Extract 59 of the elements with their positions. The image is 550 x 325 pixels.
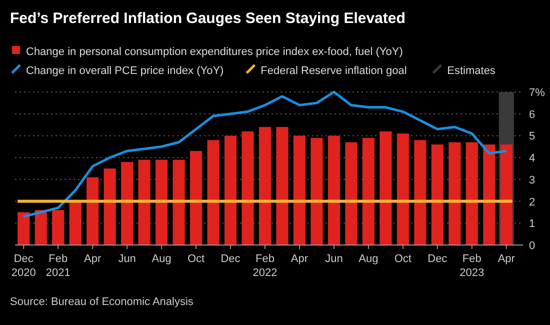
x-tick-label: Oct xyxy=(394,253,412,265)
bar xyxy=(18,212,30,245)
bar xyxy=(345,142,358,245)
bar xyxy=(104,168,116,245)
legend-label: Change in personal consumption expenditures price index ex-food, fuel (YoY) xyxy=(26,46,403,58)
bar xyxy=(258,126,272,245)
y-tick-label: 5 xyxy=(529,130,536,143)
legend-label: Change in overall PCE price index (YoY) xyxy=(26,65,224,77)
x-tick-label: Apr xyxy=(498,253,516,265)
y-tick-label: 4 xyxy=(529,152,536,165)
x-tick-label: Jun xyxy=(118,253,136,265)
bar xyxy=(500,144,512,245)
x-tick-label: Oct xyxy=(187,253,205,265)
x-tick-label: Aug xyxy=(358,253,378,265)
x-tick-label: Feb 2023 xyxy=(460,253,484,279)
bar xyxy=(121,162,134,245)
x-tick-label: Dec xyxy=(220,253,241,265)
bar xyxy=(69,201,82,245)
source-note: Source: Bureau of Economic Analysis xyxy=(10,296,194,308)
y-tick-label: 7% xyxy=(529,87,546,99)
bar xyxy=(414,140,426,245)
bar xyxy=(328,136,340,245)
legend-label: Estimates xyxy=(447,65,496,77)
y-tick-label: 6 xyxy=(529,108,536,121)
bar xyxy=(396,134,409,245)
y-tick-label: 0 xyxy=(529,240,536,252)
x-tick-label: Dec xyxy=(428,253,448,265)
bar xyxy=(242,131,254,245)
bar xyxy=(310,138,323,245)
bar xyxy=(380,131,392,245)
x-tick-label: Feb 2022 xyxy=(252,253,278,279)
x-tick-label: Aug xyxy=(152,253,172,265)
bar xyxy=(276,126,288,245)
x-tick-label: Apr xyxy=(84,253,102,265)
chart-title: Fed’s Preferred Inflation Gauges Seen Staying Elevated xyxy=(10,10,406,27)
bar xyxy=(466,142,478,245)
bar xyxy=(172,160,185,245)
x-tick-label: Apr xyxy=(290,253,308,265)
x-tick-label: Jun xyxy=(325,253,343,265)
bar xyxy=(448,142,461,245)
y-tick-label: 3 xyxy=(529,174,536,186)
y-tick-label: 2 xyxy=(529,196,536,208)
bar xyxy=(362,138,374,245)
bar xyxy=(431,144,444,245)
bar xyxy=(224,136,237,245)
y-tick-label: 1 xyxy=(529,218,536,230)
bar xyxy=(156,160,168,245)
bar xyxy=(483,144,496,245)
bar xyxy=(86,177,99,245)
line-series xyxy=(22,90,508,218)
bar xyxy=(138,160,150,245)
bar xyxy=(207,140,220,245)
bar xyxy=(34,210,47,245)
bar xyxy=(293,136,306,245)
legend-label: Federal Reserve inflation goal xyxy=(260,65,407,77)
bar xyxy=(52,210,64,245)
x-tick-label: Dec 2020 xyxy=(11,253,36,279)
bar xyxy=(190,151,202,245)
x-tick-label: Feb 2021 xyxy=(46,253,70,279)
